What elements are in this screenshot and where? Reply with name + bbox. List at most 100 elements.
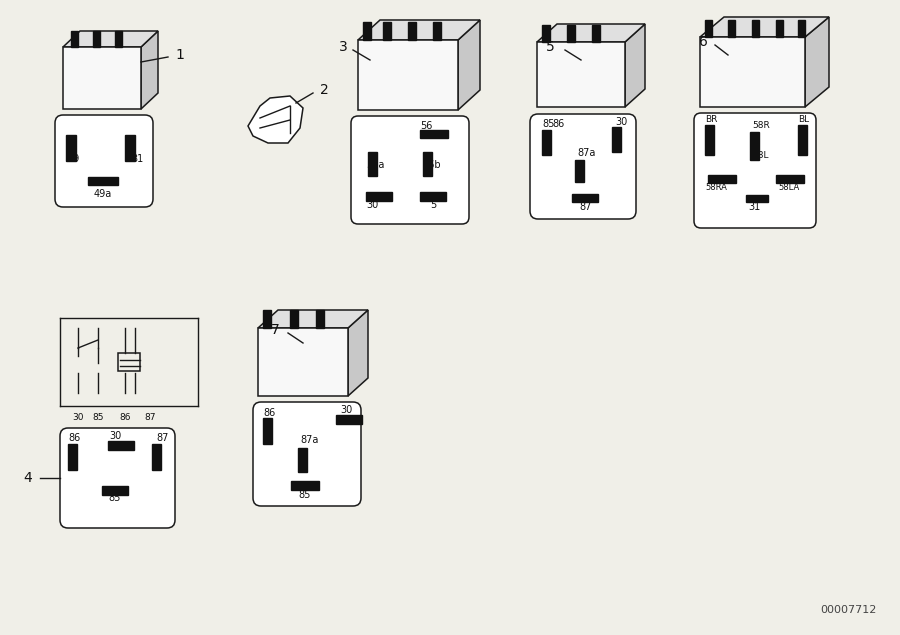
Bar bbox=[423, 152, 432, 176]
Polygon shape bbox=[348, 310, 368, 396]
Polygon shape bbox=[141, 31, 158, 109]
Bar bbox=[433, 22, 441, 40]
Bar bbox=[575, 160, 584, 182]
Bar bbox=[592, 25, 600, 42]
Bar bbox=[263, 310, 271, 328]
Bar bbox=[408, 22, 416, 40]
Polygon shape bbox=[700, 17, 829, 37]
Text: 86: 86 bbox=[553, 119, 565, 129]
Text: 56a: 56a bbox=[366, 160, 384, 170]
Text: 85: 85 bbox=[109, 493, 122, 503]
Bar bbox=[336, 415, 362, 424]
Bar bbox=[108, 441, 134, 450]
Bar bbox=[542, 25, 550, 42]
Text: 58L: 58L bbox=[752, 150, 769, 159]
FancyBboxPatch shape bbox=[694, 113, 816, 228]
Bar bbox=[291, 481, 319, 490]
Text: 58R: 58R bbox=[752, 121, 770, 130]
Bar bbox=[125, 135, 135, 161]
Text: 5: 5 bbox=[430, 200, 436, 210]
Bar bbox=[383, 22, 391, 40]
Text: 58LA: 58LA bbox=[778, 182, 799, 192]
Polygon shape bbox=[625, 24, 645, 107]
Polygon shape bbox=[537, 42, 625, 107]
Bar bbox=[705, 20, 712, 37]
FancyBboxPatch shape bbox=[55, 115, 153, 207]
Polygon shape bbox=[63, 31, 158, 47]
Bar bbox=[66, 135, 76, 161]
Bar bbox=[420, 130, 448, 138]
Bar bbox=[705, 125, 714, 155]
Bar bbox=[776, 20, 783, 37]
Text: 31: 31 bbox=[748, 202, 760, 212]
Bar bbox=[102, 486, 128, 495]
Polygon shape bbox=[258, 310, 368, 328]
Text: 4: 4 bbox=[23, 471, 32, 485]
FancyBboxPatch shape bbox=[253, 402, 361, 506]
Text: 87: 87 bbox=[156, 433, 168, 443]
Text: 86: 86 bbox=[263, 408, 275, 418]
FancyBboxPatch shape bbox=[530, 114, 636, 219]
Polygon shape bbox=[358, 20, 480, 40]
Text: 3: 3 bbox=[339, 40, 348, 54]
Bar bbox=[728, 20, 735, 37]
Bar bbox=[708, 175, 736, 183]
Bar bbox=[746, 195, 768, 202]
Text: 30: 30 bbox=[615, 117, 627, 127]
Text: 85: 85 bbox=[92, 413, 104, 422]
Bar bbox=[572, 194, 598, 202]
Text: 00007712: 00007712 bbox=[820, 605, 877, 615]
Bar bbox=[71, 31, 78, 47]
Text: 5: 5 bbox=[546, 40, 555, 54]
Text: 56b: 56b bbox=[422, 160, 441, 170]
Text: 85: 85 bbox=[299, 490, 311, 500]
Bar bbox=[363, 22, 371, 40]
Text: 1: 1 bbox=[175, 48, 184, 62]
Text: 30: 30 bbox=[72, 413, 84, 422]
Bar bbox=[68, 444, 77, 470]
Text: 30: 30 bbox=[110, 431, 122, 441]
Text: 87a: 87a bbox=[577, 148, 596, 158]
FancyBboxPatch shape bbox=[60, 428, 175, 528]
Text: 30: 30 bbox=[366, 200, 378, 210]
Polygon shape bbox=[537, 24, 645, 42]
Text: 31: 31 bbox=[131, 154, 143, 164]
Polygon shape bbox=[805, 17, 829, 107]
Bar bbox=[88, 177, 118, 185]
Bar bbox=[750, 132, 759, 160]
Bar bbox=[368, 152, 377, 176]
Text: 49a: 49a bbox=[94, 189, 112, 199]
Bar bbox=[366, 192, 392, 201]
Bar bbox=[420, 192, 446, 201]
Text: 49: 49 bbox=[68, 154, 80, 164]
Text: 87: 87 bbox=[579, 202, 591, 212]
Text: 7: 7 bbox=[271, 323, 280, 337]
Bar bbox=[290, 310, 298, 328]
Polygon shape bbox=[358, 40, 458, 110]
Polygon shape bbox=[63, 47, 141, 109]
Bar bbox=[776, 175, 804, 183]
Bar bbox=[798, 20, 805, 37]
Polygon shape bbox=[700, 37, 805, 107]
Text: 87a: 87a bbox=[300, 435, 319, 445]
Polygon shape bbox=[258, 328, 348, 396]
Text: 58RA: 58RA bbox=[705, 182, 727, 192]
Text: 2: 2 bbox=[320, 83, 328, 97]
FancyBboxPatch shape bbox=[351, 116, 469, 224]
Bar bbox=[798, 125, 807, 155]
Bar bbox=[612, 127, 621, 152]
Bar bbox=[542, 130, 551, 155]
Text: BL: BL bbox=[798, 116, 809, 124]
Polygon shape bbox=[248, 96, 303, 143]
Bar bbox=[152, 444, 161, 470]
Text: 86: 86 bbox=[68, 433, 80, 443]
Text: 85: 85 bbox=[542, 119, 554, 129]
Bar bbox=[752, 20, 759, 37]
Text: 86: 86 bbox=[119, 413, 130, 422]
Bar bbox=[567, 25, 575, 42]
Text: 30: 30 bbox=[340, 405, 352, 415]
Bar bbox=[115, 31, 122, 47]
Bar bbox=[316, 310, 324, 328]
Bar bbox=[263, 418, 272, 444]
Text: 6: 6 bbox=[699, 35, 708, 49]
